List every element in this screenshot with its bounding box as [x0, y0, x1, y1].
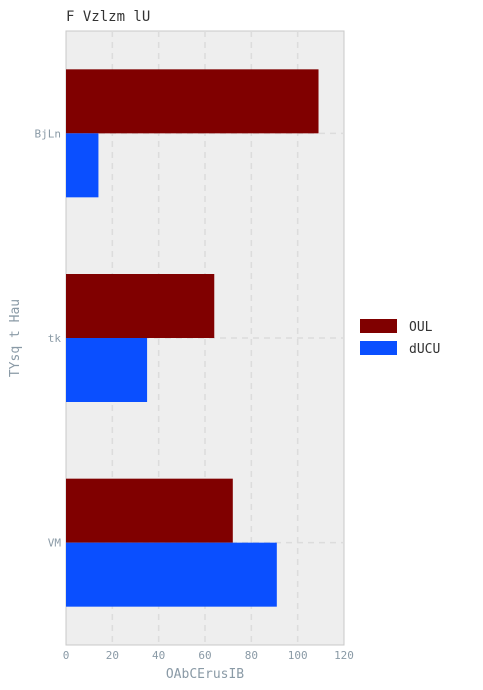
- bar-dUCU-VM: [66, 542, 277, 607]
- bar-OUL-BjLn: [66, 69, 319, 134]
- x-axis-ticks: 0 20 40 60 80 100 120: [63, 649, 354, 662]
- y-tick-label: BjLn: [35, 127, 62, 140]
- bars-group: [66, 69, 319, 607]
- x-tick-label: 40: [152, 649, 165, 662]
- bar-dUCU-tk: [66, 338, 148, 402]
- bar-OUL-tk: [66, 274, 215, 338]
- legend-label: OUL: [409, 320, 433, 335]
- x-axis-label: OAbCErusIB: [166, 667, 244, 682]
- legend-swatch: [360, 319, 397, 333]
- y-axis-label: TYsq t Hau: [8, 299, 23, 377]
- y-tick-label: VM: [48, 537, 62, 550]
- x-tick-label: 0: [63, 649, 70, 662]
- bar-dUCU-BjLn: [66, 133, 99, 198]
- x-tick-label: 20: [106, 649, 119, 662]
- x-tick-label: 120: [334, 649, 354, 662]
- legend-label: dUCU: [409, 342, 440, 357]
- legend-swatch: [360, 341, 397, 355]
- x-tick-label: 80: [245, 649, 258, 662]
- legend: OUL dUCU: [360, 319, 440, 357]
- chart-title: F Vzlzm lU: [66, 9, 150, 25]
- x-tick-label: 100: [288, 649, 308, 662]
- y-tick-label: tk: [48, 332, 62, 345]
- x-tick-label: 60: [198, 649, 211, 662]
- y-axis-ticks: BjLn tk VM: [35, 127, 62, 549]
- bar-OUL-VM: [66, 478, 233, 543]
